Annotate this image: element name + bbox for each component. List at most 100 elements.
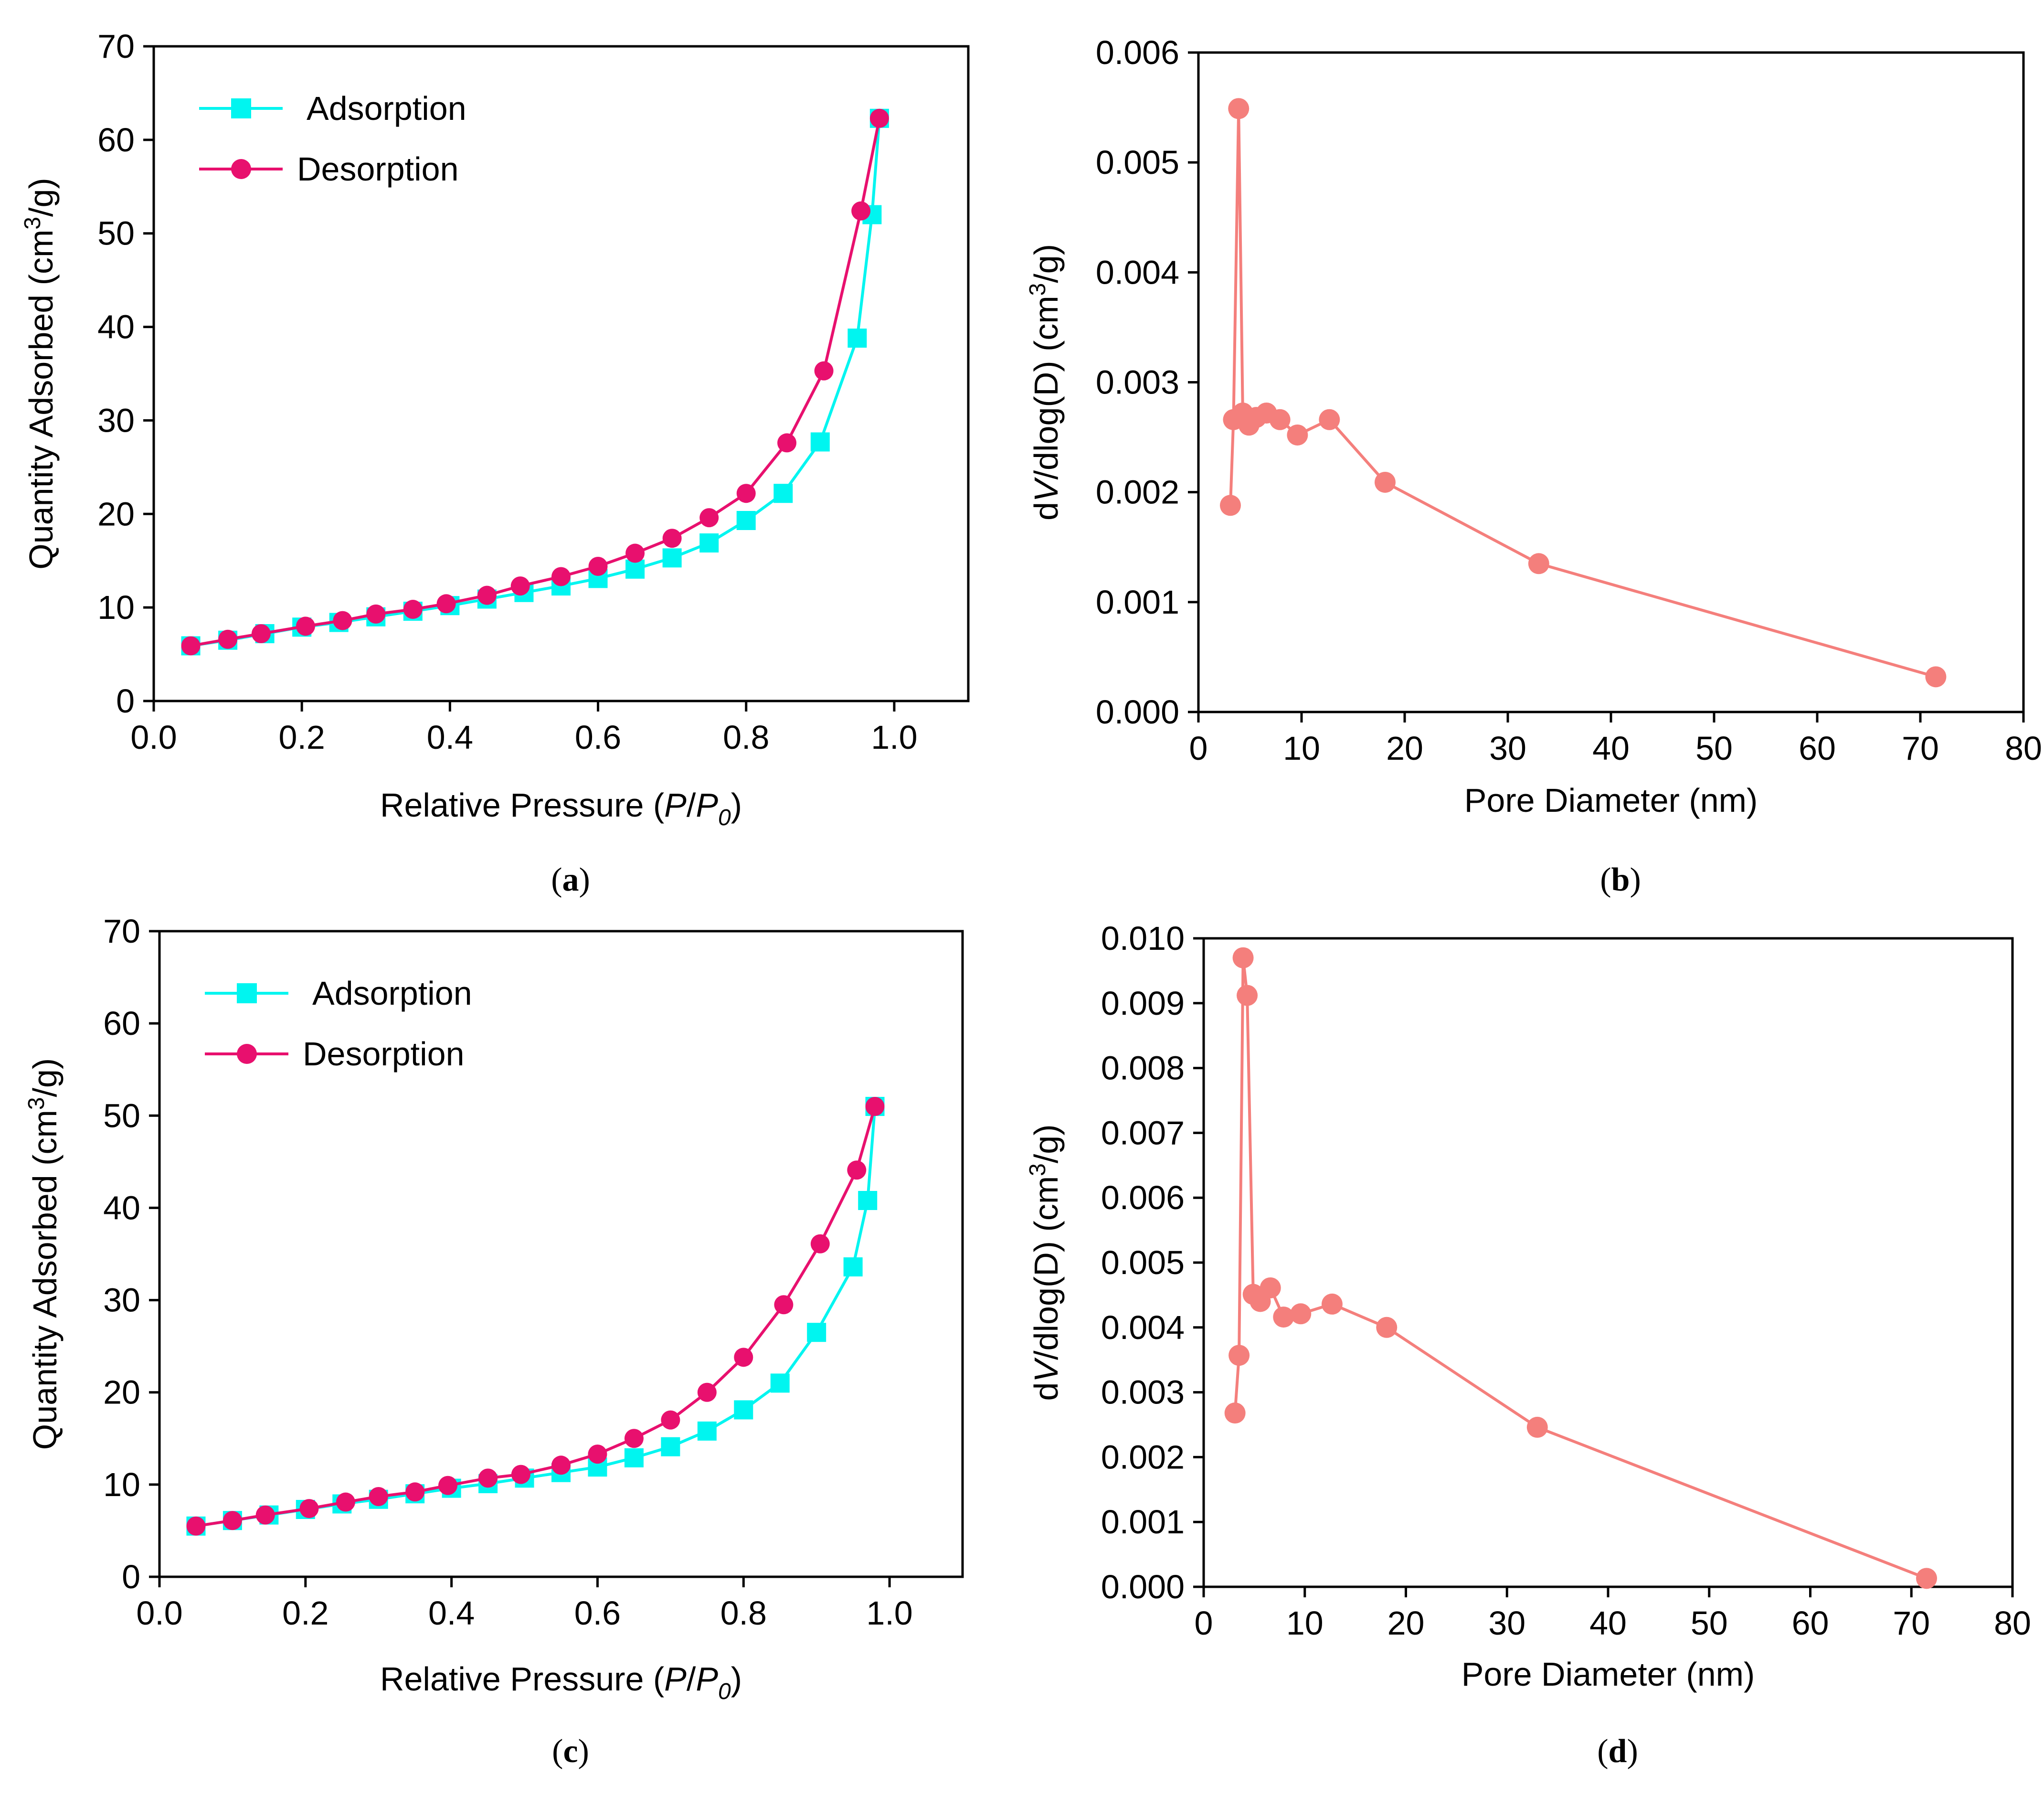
panel-label-paren: ) bbox=[579, 861, 590, 898]
legend-marker-circle bbox=[231, 159, 251, 179]
x-tick-label: 20 bbox=[1387, 1604, 1425, 1642]
data-point-circle bbox=[625, 543, 645, 563]
x-tick-label: 20 bbox=[1386, 730, 1423, 767]
data-point-circle bbox=[661, 1410, 680, 1430]
series-desorption bbox=[186, 1096, 885, 1536]
panel-label-paren: ) bbox=[1630, 861, 1641, 898]
chart-panel-a: 0.0 0.2 0.4 0.6 0.8 1.0010203040506070Relativ… bbox=[20, 28, 970, 898]
data-point-circle bbox=[336, 1492, 355, 1512]
data-point-circle bbox=[255, 1505, 275, 1525]
data-point-circle bbox=[1290, 1303, 1312, 1325]
data-point-circle bbox=[869, 108, 889, 128]
data-point-circle bbox=[478, 1468, 498, 1488]
data-point-circle bbox=[438, 1476, 457, 1495]
y-tick-label: 0.001 bbox=[1096, 584, 1179, 621]
data-point-circle bbox=[1229, 1345, 1250, 1366]
x-tick-label: 50 bbox=[1691, 1604, 1728, 1642]
y-tick-label: 0.000 bbox=[1096, 693, 1179, 731]
plot-frame bbox=[1202, 937, 2014, 1588]
y-tick-label: 0.004 bbox=[1096, 254, 1179, 291]
y-axis-label-text: /g) bbox=[1027, 244, 1065, 283]
data-point-circle bbox=[588, 1445, 607, 1464]
data-point-circle bbox=[865, 1096, 885, 1116]
x-axis-label-text: Relative Pressure ( bbox=[380, 1660, 664, 1698]
panel-label-paren: ( bbox=[1597, 1733, 1608, 1770]
y-axis-label-text: /dlog(D) (cm bbox=[1027, 296, 1065, 479]
x-tick-label: 0.8 bbox=[723, 719, 769, 756]
x-axis-label-italic: P bbox=[696, 1660, 718, 1698]
data-point-circle bbox=[810, 1234, 830, 1254]
data-point-circle bbox=[405, 1482, 425, 1502]
data-point-circle bbox=[333, 611, 352, 630]
y-tick-label: 10 bbox=[103, 1466, 140, 1503]
y-tick-label: 0.006 bbox=[1096, 34, 1179, 71]
x-tick-label: 0.0 bbox=[136, 1594, 182, 1632]
data-point-circle bbox=[1321, 1293, 1343, 1315]
legend-label: Adsorption bbox=[307, 90, 466, 127]
x-tick-label: 0.4 bbox=[428, 1594, 475, 1632]
series-line bbox=[191, 118, 881, 648]
y-tick-label: 20 bbox=[97, 495, 135, 532]
x-axis-label-italic: P bbox=[664, 786, 687, 824]
data-point-circle bbox=[1374, 471, 1396, 493]
data-point-circle bbox=[588, 556, 608, 576]
data-point-circle bbox=[251, 624, 271, 643]
plot-frame bbox=[152, 45, 970, 702]
legend: Adsorption Desorption bbox=[199, 90, 466, 188]
x-tick-label: 80 bbox=[1994, 1604, 2031, 1642]
data-point-circle bbox=[1925, 666, 1947, 688]
y-tick-label: 0.002 bbox=[1101, 1438, 1185, 1476]
data-point-circle bbox=[1916, 1568, 1938, 1589]
data-point-circle bbox=[774, 1295, 794, 1315]
y-tick-label: 0.006 bbox=[1101, 1179, 1185, 1216]
data-point-square bbox=[624, 1448, 644, 1467]
y-tick-label: 20 bbox=[103, 1374, 140, 1411]
x-tick-label: 1.0 bbox=[871, 719, 917, 756]
data-point-circle bbox=[403, 600, 423, 619]
y-axis-label: dV/dlog(D) (cm3/g) bbox=[1025, 1124, 1065, 1401]
x-tick-label: 70 bbox=[1902, 730, 1939, 767]
x-axis-label-italic: P bbox=[696, 786, 718, 824]
data-point-circle bbox=[736, 484, 756, 503]
x-axis-label-text: Pore Diameter (nm) bbox=[1462, 1656, 1755, 1693]
series-line bbox=[196, 1106, 877, 1528]
data-point-circle bbox=[624, 1429, 644, 1448]
x-tick-label: 0 bbox=[1189, 730, 1208, 767]
data-point-circle bbox=[847, 1160, 867, 1180]
data-point-square bbox=[847, 329, 867, 348]
data-point-circle bbox=[477, 585, 497, 605]
data-point-square bbox=[843, 1257, 863, 1277]
data-point-circle bbox=[436, 594, 456, 614]
data-point-circle bbox=[1232, 947, 1254, 968]
plot-frame bbox=[158, 930, 964, 1578]
panel-label: (a) bbox=[551, 861, 590, 898]
y-tick-label: 0.003 bbox=[1101, 1374, 1185, 1411]
y-tick-label: 40 bbox=[103, 1189, 140, 1226]
y-tick-label: 70 bbox=[97, 28, 135, 65]
data-point-circle bbox=[734, 1348, 753, 1367]
data-point-square bbox=[807, 1323, 826, 1342]
legend-marker-square bbox=[231, 98, 251, 118]
panel-label-letter: d bbox=[1609, 1733, 1627, 1770]
x-axis-label-subscript: 0 bbox=[718, 805, 731, 830]
panel-label: (d) bbox=[1597, 1733, 1638, 1770]
y-tick-label: 0.008 bbox=[1101, 1050, 1185, 1087]
x-tick-label: 0.8 bbox=[720, 1594, 767, 1632]
data-point-square bbox=[661, 1437, 680, 1456]
x-tick-label: 0.6 bbox=[574, 1594, 621, 1632]
x-tick-label: 40 bbox=[1589, 1604, 1627, 1642]
x-tick-label: 0.0 bbox=[130, 719, 177, 756]
y-tick-label: 0.005 bbox=[1101, 1244, 1185, 1281]
y-axis-label-text: Quantity Adsorbed (cm bbox=[26, 1110, 64, 1450]
data-point-square bbox=[773, 484, 793, 503]
data-point-circle bbox=[697, 1382, 717, 1402]
series-adsorption bbox=[181, 108, 889, 656]
y-tick-label: 70 bbox=[103, 913, 140, 950]
x-tick-label: 60 bbox=[1792, 1604, 1829, 1642]
y-axis-label-text: /g) bbox=[22, 178, 60, 217]
data-point-circle bbox=[851, 201, 871, 221]
data-point-circle bbox=[218, 629, 238, 649]
y-axis-label-superscript: 3 bbox=[1025, 1163, 1050, 1176]
data-point-circle bbox=[1219, 495, 1241, 516]
data-point-circle bbox=[551, 1455, 571, 1475]
